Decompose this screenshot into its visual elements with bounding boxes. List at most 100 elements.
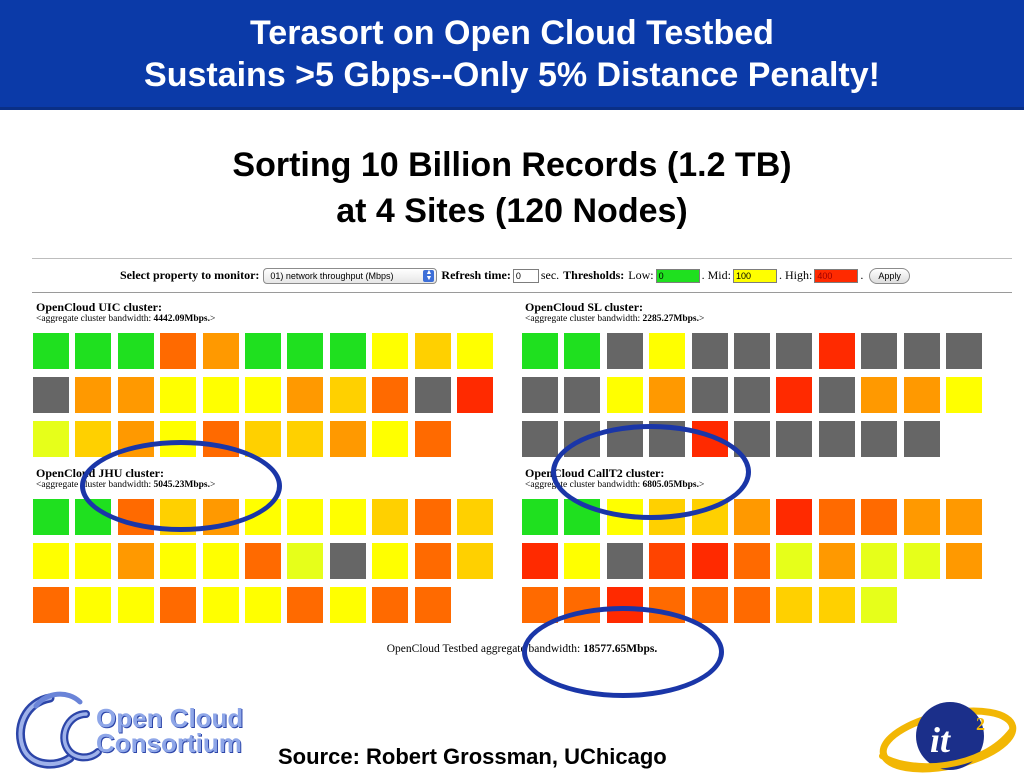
node-tile bbox=[522, 587, 558, 623]
node-tile bbox=[329, 499, 366, 535]
node-tile bbox=[456, 499, 493, 535]
node-tile bbox=[818, 377, 855, 413]
node-tile bbox=[564, 333, 601, 369]
cluster-sl: OpenCloud SL cluster: <aggregate cluster… bbox=[522, 301, 992, 457]
node-tile bbox=[160, 543, 197, 579]
node-tile bbox=[522, 543, 558, 579]
node-tile bbox=[606, 333, 643, 369]
cluster-name: OpenCloud SL cluster: bbox=[525, 300, 644, 314]
cluster-uic: OpenCloud UIC cluster: <aggregate cluste… bbox=[33, 301, 503, 457]
subtitle-line2: at 4 Sites (120 Nodes) bbox=[336, 192, 688, 230]
node-tile bbox=[202, 377, 239, 413]
node-tile bbox=[861, 333, 898, 369]
node-grid bbox=[522, 333, 992, 457]
node-tile bbox=[606, 377, 643, 413]
slide-title-line1: Terasort on Open Cloud Testbed bbox=[250, 14, 774, 52]
highlight-ellipse-callt2 bbox=[551, 424, 751, 520]
node-tile bbox=[75, 587, 112, 623]
node-tile bbox=[818, 421, 855, 457]
node-tile bbox=[202, 543, 239, 579]
node-tile bbox=[945, 333, 982, 369]
node-tile bbox=[903, 543, 940, 579]
node-tile bbox=[903, 499, 940, 535]
node-tile bbox=[117, 377, 154, 413]
slide-subtitle: Sorting 10 Billion Records (1.2 TB) at 4… bbox=[0, 142, 1024, 234]
node-tile bbox=[160, 587, 197, 623]
node-tile bbox=[372, 333, 409, 369]
highlight-ellipse-aggregate bbox=[522, 606, 724, 698]
node-tile bbox=[456, 377, 493, 413]
node-grid bbox=[522, 499, 992, 623]
slide-title-banner: Terasort on Open Cloud Testbed Sustains … bbox=[0, 0, 1024, 110]
refresh-unit-label: sec. bbox=[540, 268, 560, 282]
node-tile bbox=[733, 499, 770, 535]
node-tile bbox=[287, 587, 324, 623]
node-tile bbox=[733, 587, 770, 623]
node-tile bbox=[244, 377, 281, 413]
node-tile bbox=[861, 499, 898, 535]
node-tile bbox=[414, 333, 451, 369]
node-tile bbox=[818, 543, 855, 579]
property-select-value: 01) network throughput (Mbps) bbox=[270, 270, 394, 281]
node-tile bbox=[818, 587, 855, 623]
apply-button[interactable]: Apply bbox=[869, 267, 910, 284]
node-tile bbox=[372, 587, 409, 623]
property-select[interactable]: 01) network throughput (Mbps) ▲ ▼ bbox=[263, 267, 438, 284]
node-tile bbox=[456, 333, 493, 369]
node-tile bbox=[522, 377, 558, 413]
node-tile bbox=[861, 543, 898, 579]
refresh-time-label: Refresh time: bbox=[441, 268, 511, 282]
node-tile bbox=[456, 543, 493, 579]
node-tile bbox=[903, 421, 940, 457]
node-tile bbox=[202, 587, 239, 623]
source-credit: Source: Robert Grossman, UChicago bbox=[278, 744, 667, 769]
node-tile bbox=[776, 499, 813, 535]
high-threshold-input[interactable]: 400 bbox=[814, 268, 859, 283]
node-tile bbox=[776, 377, 813, 413]
node-tile bbox=[117, 543, 154, 579]
low-threshold-input[interactable]: 0 bbox=[655, 268, 700, 283]
node-tile bbox=[414, 543, 451, 579]
node-tile bbox=[945, 377, 982, 413]
node-tile bbox=[329, 377, 366, 413]
node-tile bbox=[564, 377, 601, 413]
cluster-bandwidth: <aggregate cluster bandwidth: 2285.27Mbp… bbox=[525, 314, 705, 324]
node-tile bbox=[160, 377, 197, 413]
node-tile bbox=[372, 421, 409, 457]
thresholds-label: Thresholds: bbox=[563, 268, 625, 282]
mid-threshold-input[interactable]: 100 bbox=[732, 268, 777, 283]
select-property-label: Select property to monitor: bbox=[120, 268, 260, 282]
node-tile bbox=[33, 333, 69, 369]
node-tile bbox=[244, 333, 281, 369]
node-tile bbox=[329, 333, 366, 369]
node-tile bbox=[329, 421, 366, 457]
slide-title-line2: Sustains >5 Gbps--Only 5% Distance Penal… bbox=[144, 56, 880, 94]
node-tile bbox=[329, 543, 366, 579]
node-tile bbox=[414, 377, 451, 413]
node-tile bbox=[522, 499, 558, 535]
node-tile bbox=[414, 587, 451, 623]
trailing-dot: . bbox=[860, 268, 864, 282]
node-tile bbox=[244, 543, 281, 579]
node-tile bbox=[733, 543, 770, 579]
node-grid bbox=[33, 499, 503, 623]
cluster-name: OpenCloud UIC cluster: bbox=[36, 300, 163, 314]
refresh-time-input[interactable]: 0 bbox=[512, 268, 539, 283]
node-tile bbox=[372, 543, 409, 579]
monitor-controls-bar: Select property to monitor: 01) network … bbox=[32, 259, 1012, 293]
node-tile bbox=[287, 377, 324, 413]
node-tile bbox=[564, 543, 601, 579]
mid-label: . Mid: bbox=[701, 268, 731, 282]
node-tile bbox=[945, 543, 982, 579]
node-tile bbox=[903, 377, 940, 413]
node-tile bbox=[414, 421, 451, 457]
node-tile bbox=[33, 543, 69, 579]
node-tile bbox=[287, 499, 324, 535]
low-label: Low: bbox=[628, 268, 654, 282]
node-tile bbox=[75, 421, 112, 457]
node-tile bbox=[117, 333, 154, 369]
node-tile bbox=[244, 587, 281, 623]
node-tile bbox=[776, 587, 813, 623]
node-tile bbox=[776, 421, 813, 457]
node-tile bbox=[818, 499, 855, 535]
